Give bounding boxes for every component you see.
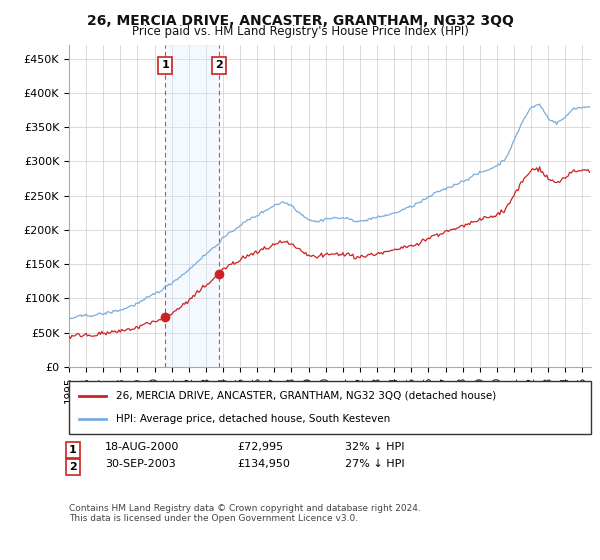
Text: HPI: Average price, detached house, South Kesteven: HPI: Average price, detached house, Sout…: [116, 414, 390, 424]
Text: 30-SEP-2003: 30-SEP-2003: [105, 459, 176, 469]
Text: 32% ↓ HPI: 32% ↓ HPI: [345, 442, 404, 452]
FancyBboxPatch shape: [69, 381, 591, 434]
Text: Price paid vs. HM Land Registry's House Price Index (HPI): Price paid vs. HM Land Registry's House …: [131, 25, 469, 38]
Text: Contains HM Land Registry data © Crown copyright and database right 2024.
This d: Contains HM Land Registry data © Crown c…: [69, 504, 421, 524]
Bar: [165, 45, 219, 367]
Text: £134,950: £134,950: [237, 459, 290, 469]
Text: 27% ↓ HPI: 27% ↓ HPI: [345, 459, 404, 469]
Text: 2: 2: [215, 60, 223, 71]
Text: 18-AUG-2000: 18-AUG-2000: [105, 442, 179, 452]
Text: 26, MERCIA DRIVE, ANCASTER, GRANTHAM, NG32 3QQ: 26, MERCIA DRIVE, ANCASTER, GRANTHAM, NG…: [86, 14, 514, 28]
Text: 1: 1: [161, 60, 169, 71]
Text: 2: 2: [69, 462, 77, 472]
Text: 26, MERCIA DRIVE, ANCASTER, GRANTHAM, NG32 3QQ (detached house): 26, MERCIA DRIVE, ANCASTER, GRANTHAM, NG…: [116, 391, 496, 401]
Text: £72,995: £72,995: [237, 442, 283, 452]
Text: 1: 1: [69, 445, 77, 455]
